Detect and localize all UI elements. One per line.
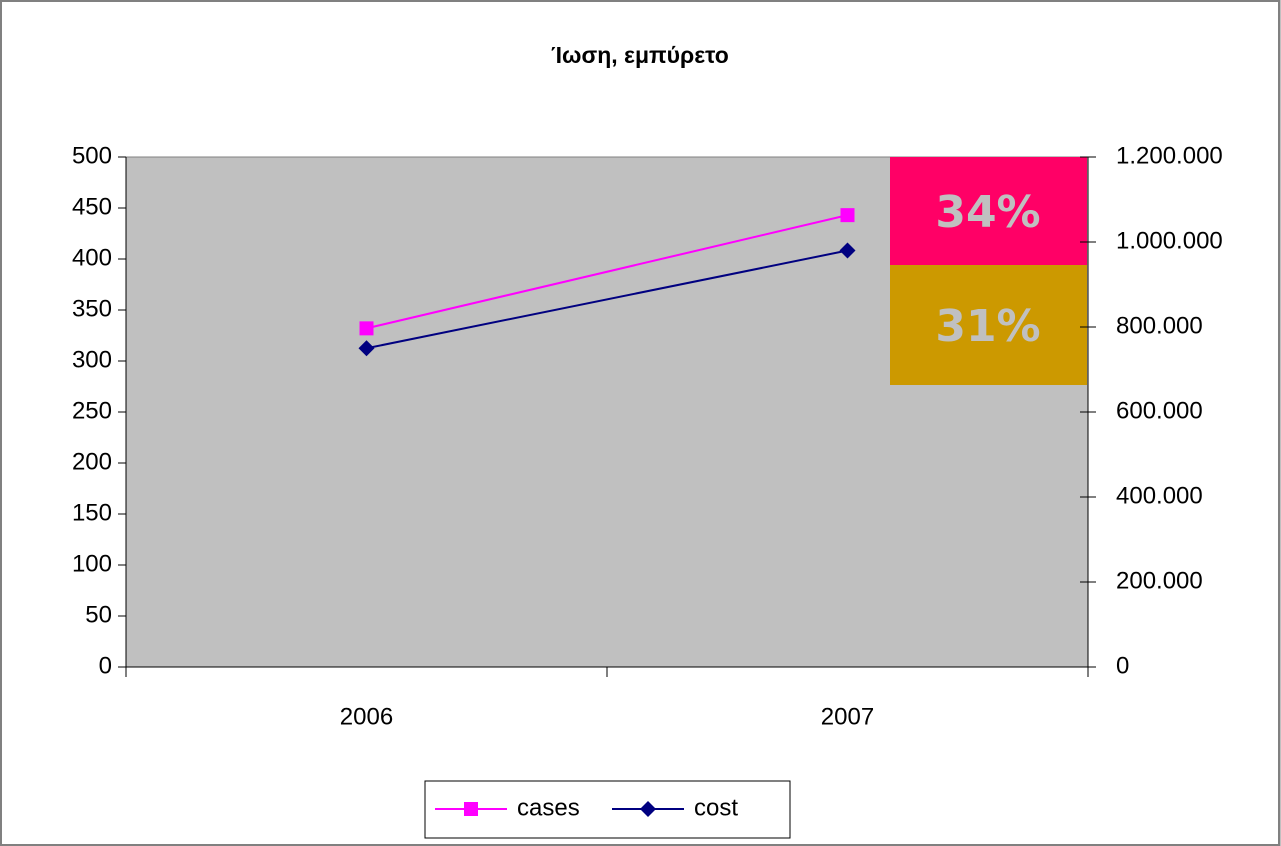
y-tick-label: 400 xyxy=(72,244,112,271)
y2-tick-label: 800.000 xyxy=(1116,312,1203,339)
x-tick-label: 2007 xyxy=(821,703,874,730)
y-tick-label: 350 xyxy=(72,295,112,322)
legend-label: cases xyxy=(517,794,580,821)
annotation-box xyxy=(890,157,1087,265)
y2-tick-label: 1.200.000 xyxy=(1116,142,1223,169)
y-tick-label: 0 xyxy=(99,652,112,679)
annotation-text: 34% xyxy=(935,187,1040,238)
series-line xyxy=(366,214,848,330)
y-tick-label: 50 xyxy=(85,601,112,628)
chart-title: Ίωση, εμπύρετο xyxy=(551,42,729,68)
marker xyxy=(840,208,855,223)
marker xyxy=(464,802,478,816)
marker xyxy=(359,321,374,336)
y-tick-label: 250 xyxy=(72,397,112,424)
marker xyxy=(839,242,856,259)
annotation-text: 31% xyxy=(935,301,1040,352)
y-tick-label: 300 xyxy=(72,346,112,373)
y-tick-label: 200 xyxy=(72,448,112,475)
series-line xyxy=(366,249,848,350)
y-tick-label: 450 xyxy=(72,193,112,220)
y-tick-label: 500 xyxy=(72,142,112,169)
y-tick-label: 150 xyxy=(72,499,112,526)
marker xyxy=(358,340,375,357)
x-tick-label: 2006 xyxy=(340,703,393,730)
y2-tick-label: 200.000 xyxy=(1116,567,1203,594)
y-tick-label: 100 xyxy=(72,550,112,577)
y2-tick-label: 0 xyxy=(1116,652,1129,679)
annotation-box xyxy=(890,265,1087,385)
marker xyxy=(640,801,656,817)
legend-label: cost xyxy=(694,794,738,821)
y2-tick-label: 600.000 xyxy=(1116,397,1203,424)
y2-tick-label: 1.000.000 xyxy=(1116,227,1223,254)
y2-tick-label: 400.000 xyxy=(1116,482,1203,509)
